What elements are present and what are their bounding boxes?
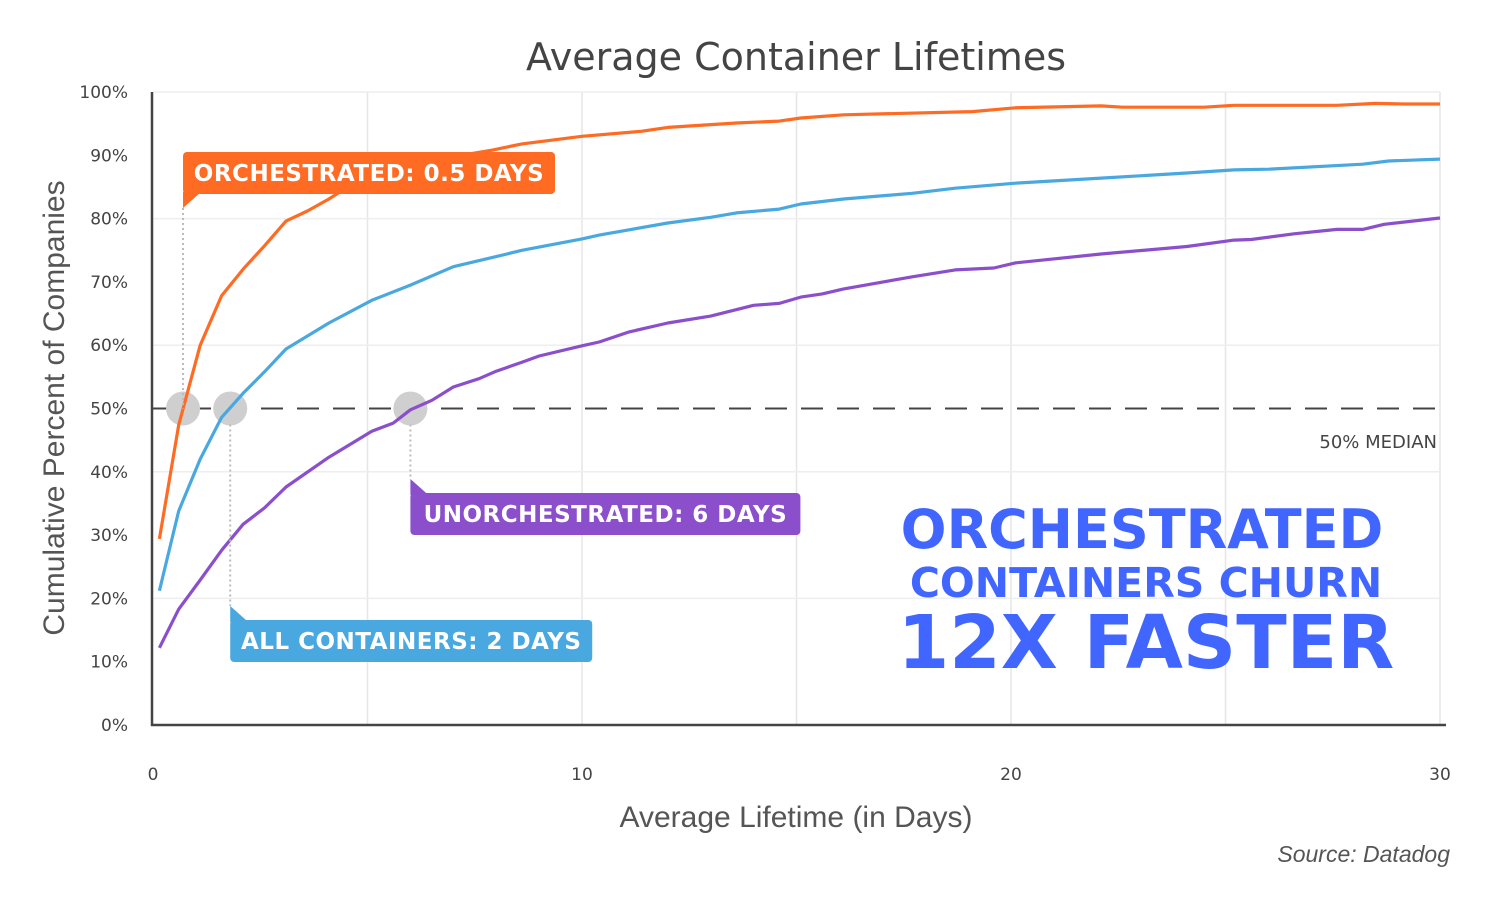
annotation-box xyxy=(183,152,556,194)
y-tick-label: 10% xyxy=(90,653,128,673)
callout-line-1: ORCHESTRATED xyxy=(901,498,1384,561)
annotation-box xyxy=(410,493,801,535)
y-axis-label: Cumulative Percent of Companies xyxy=(38,180,71,635)
y-tick-label: 20% xyxy=(90,589,128,609)
annotation-label: ALL CONTAINERS: 2 DAYS xyxy=(229,424,593,662)
series-line-0 xyxy=(157,101,1440,540)
callout-line-2: CONTAINERS CHURN xyxy=(910,559,1382,607)
median-label: 50% MEDIAN xyxy=(1319,432,1437,453)
series-line-2 xyxy=(157,216,1441,649)
annotation-text: ALL CONTAINERS: 2 DAYS xyxy=(241,629,581,655)
y-ticks: 0% 10% 20% 30% 40% 50% 60% 70% 80% 90% 100% xyxy=(79,83,128,736)
annotation-pointer xyxy=(230,606,249,622)
y-tick-label: 0% xyxy=(101,716,128,736)
x-ticks: 0 10 20 30 xyxy=(148,765,1451,785)
x-tick-label: 30 xyxy=(1429,765,1451,785)
annotation-label: UNORCHESTRATED: 6 DAYS xyxy=(409,424,801,535)
callout-text: ORCHESTRATED CONTAINERS CHURN 12X FASTER xyxy=(898,498,1394,686)
x-tick-label: 20 xyxy=(1000,765,1022,785)
annotation-text: UNORCHESTRATED: 6 DAYS xyxy=(424,502,788,528)
annotation-box xyxy=(230,620,593,662)
callout-line-3: 12X FASTER xyxy=(898,600,1394,686)
source-note: Source: Datadog xyxy=(1277,841,1450,867)
y-tick-label: 100% xyxy=(79,83,128,103)
annotations: ORCHESTRATED: 0.5 DAYS ALL CONTAINERS: 2 … xyxy=(182,152,801,662)
x-axis-label: Average Lifetime (in Days) xyxy=(620,801,973,834)
y-tick-label: 60% xyxy=(90,336,128,356)
series-lines xyxy=(157,101,1441,649)
y-tick-label: 40% xyxy=(90,463,128,483)
chart-title: Average Container Lifetimes xyxy=(526,35,1066,79)
y-tick-label: 30% xyxy=(90,526,128,546)
annotation-pointer xyxy=(183,192,202,208)
y-tick-label: 80% xyxy=(90,210,128,230)
x-tick-label: 10 xyxy=(571,765,593,785)
x-tick-label: 0 xyxy=(148,765,159,785)
series-line-1 xyxy=(157,157,1441,592)
annotation-text: ORCHESTRATED: 0.5 DAYS xyxy=(194,161,544,187)
y-tick-label: 90% xyxy=(90,146,128,166)
y-tick-label: 70% xyxy=(90,273,128,293)
annotation-label: ORCHESTRATED: 0.5 DAYS xyxy=(182,152,556,409)
y-tick-label: 50% xyxy=(90,400,128,420)
grid xyxy=(153,91,1441,725)
annotation-pointer xyxy=(410,479,429,495)
